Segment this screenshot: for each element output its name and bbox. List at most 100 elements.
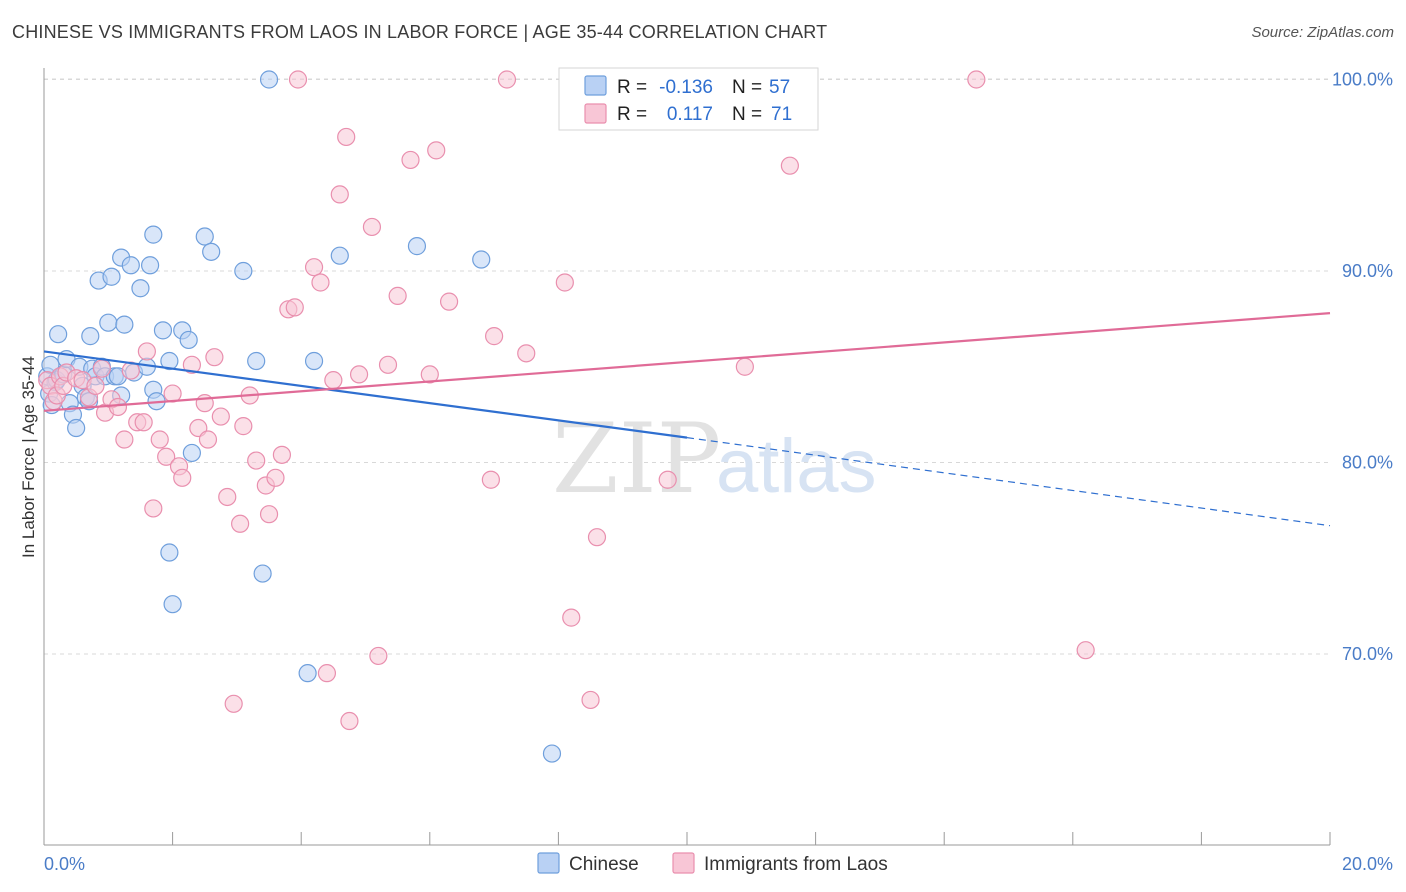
chinese-point-44 <box>195 227 214 246</box>
chinese-point-23 <box>102 267 121 286</box>
laos-point-48 <box>324 371 343 390</box>
chinese-point-49 <box>259 70 279 89</box>
laos-point-60 <box>439 292 459 311</box>
laos-point-15 <box>115 430 134 449</box>
laos-point-67 <box>581 690 600 710</box>
legend-r-value-laos: 0.117 <box>667 104 713 125</box>
chinese-point-28 <box>115 315 134 334</box>
grid-lines <box>44 78 1330 655</box>
laos-point-68 <box>587 528 607 547</box>
x-tick-label-max: 20.0% <box>1342 854 1393 874</box>
laos-point-22 <box>157 447 176 466</box>
laos-point-61 <box>481 470 500 489</box>
chinese-point-52 <box>330 246 349 265</box>
laos-point-50 <box>337 127 356 147</box>
laos-point-56 <box>388 286 407 305</box>
legend-swatch-laos <box>584 103 607 124</box>
laos-point-34 <box>231 514 250 533</box>
chinese-point-6 <box>49 325 68 344</box>
source-label: Source: ZipAtlas.com <box>1251 24 1394 41</box>
chinese-point-42 <box>179 330 198 350</box>
chinese-point-39 <box>160 351 179 371</box>
bottom-legend-swatch-laos <box>672 852 695 874</box>
chinese-point-31 <box>131 279 150 298</box>
chinese-point-54 <box>472 250 491 269</box>
laos-point-62 <box>485 327 504 346</box>
laos-point-26 <box>182 355 201 374</box>
chinese-point-37 <box>153 321 173 340</box>
laos-point-59 <box>427 141 446 160</box>
laos-point-40 <box>266 468 285 487</box>
legend-r-value-chinese: -0.136 <box>659 77 713 98</box>
legend-r-label-chinese: R = <box>617 77 647 98</box>
laos-point-51 <box>340 711 359 731</box>
y-tick-label-80: 80.0% <box>1342 453 1393 473</box>
laos-point-58 <box>420 365 439 384</box>
x-ticks <box>172 832 1331 845</box>
chinese-point-34 <box>144 225 163 244</box>
chinese-point-22 <box>99 313 118 332</box>
correlation-legend: R = -0.136 N = 57 R = 0.117 N = 71 <box>558 67 819 131</box>
chinese-point-55 <box>542 744 562 763</box>
laos-point-32 <box>218 487 237 507</box>
legend-n-label-laos: N = <box>732 104 762 125</box>
series-legend: Chinese Immigrants from Laos <box>537 852 888 875</box>
y-tick-label-100: 100.0% <box>1332 70 1393 90</box>
laos-point-25 <box>173 468 192 487</box>
y-tick-label-70: 70.0% <box>1342 644 1393 664</box>
chinese-point-48 <box>253 564 272 583</box>
chinese-point-11 <box>67 418 86 438</box>
trend-line-laos <box>43 312 1331 412</box>
chinese-point-53 <box>407 237 427 256</box>
chinese-point-29 <box>121 256 140 275</box>
legend-swatch-chinese <box>584 75 607 96</box>
legend-n-label-chinese: N = <box>732 77 762 98</box>
trend-lines <box>43 312 1331 527</box>
laos-point-19 <box>137 342 156 361</box>
laos-point-31 <box>211 407 230 426</box>
laos-point-39 <box>259 505 279 524</box>
chinese-point-46 <box>234 261 253 281</box>
laos-point-52 <box>349 365 369 384</box>
laos-point-73 <box>1076 641 1095 660</box>
x-tick-label-min: 0.0% <box>44 854 85 874</box>
series-chinese-points <box>38 70 562 763</box>
bottom-legend-swatch-chinese <box>537 852 560 874</box>
laos-point-72 <box>967 70 986 89</box>
laos-point-57 <box>401 150 420 170</box>
laos-point-41 <box>272 445 292 464</box>
trend-line-chinese <box>43 350 688 439</box>
laos-point-11 <box>92 359 111 378</box>
laos-point-54 <box>369 646 388 666</box>
laos-point-35 <box>234 417 253 436</box>
chinese-point-43 <box>182 443 201 463</box>
laos-point-30 <box>205 348 224 367</box>
laos-point-37 <box>247 451 266 470</box>
laos-point-10 <box>86 376 105 395</box>
laos-point-53 <box>362 217 382 237</box>
chinese-point-45 <box>202 242 221 261</box>
trend-line-chinese-extension <box>686 437 1331 527</box>
laos-point-46 <box>311 273 330 292</box>
laos-point-18 <box>134 413 153 432</box>
bottom-legend-label-laos: Immigrants from Laos <box>704 854 888 875</box>
watermark: ZIP atlas <box>552 403 877 515</box>
laos-point-70 <box>735 357 754 376</box>
laos-point-44 <box>288 70 308 89</box>
laos-point-71 <box>780 156 799 175</box>
chinese-point-16 <box>81 327 100 346</box>
laos-point-45 <box>304 258 324 277</box>
y-axis-label: In Labor Force | Age 35-44 <box>19 356 38 558</box>
laos-point-47 <box>317 664 337 683</box>
watermark-zip: ZIP <box>552 403 721 515</box>
watermark-atlas: atlas <box>716 424 877 509</box>
chinese-point-40 <box>163 595 182 614</box>
laos-point-65 <box>555 273 574 292</box>
laos-point-21 <box>150 430 169 449</box>
laos-point-43 <box>285 298 304 317</box>
chinese-point-33 <box>140 256 160 275</box>
laos-point-66 <box>562 608 581 627</box>
series-laos-points <box>38 70 1095 731</box>
chinese-point-51 <box>304 351 324 371</box>
